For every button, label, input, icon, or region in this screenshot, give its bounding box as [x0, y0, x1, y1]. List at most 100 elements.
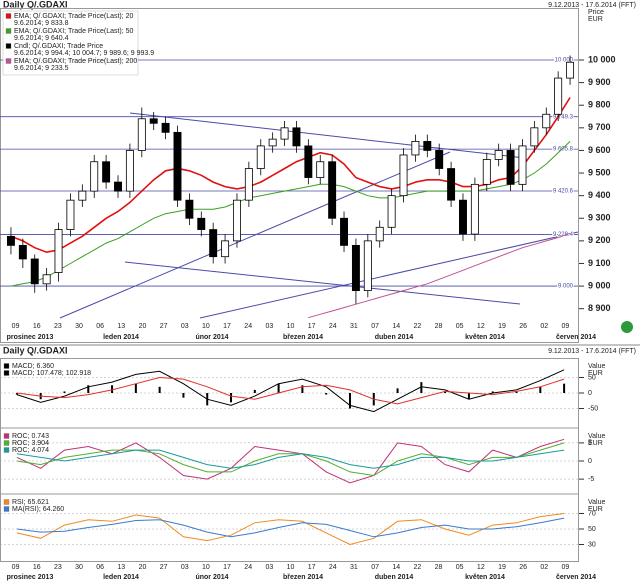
y-tick-label: 50 — [588, 526, 596, 533]
candle-body — [351, 244, 360, 292]
histogram-bar — [87, 385, 90, 393]
y-tick-label: 8 900 — [588, 303, 611, 313]
indicator-line — [16, 517, 565, 538]
legend-label: MACD; 6.360 — [12, 363, 54, 370]
candle-body — [304, 145, 313, 178]
x-tick-label: 28 — [435, 323, 443, 330]
scroll-icon[interactable] — [621, 321, 633, 333]
indicator-line — [16, 376, 565, 405]
legend-label: MACD; 107.478; 102.918 — [12, 370, 91, 377]
x-tick-label: 03 — [181, 323, 189, 330]
month-label: prosinec 2013 — [7, 334, 54, 341]
trend-line — [124, 261, 521, 305]
histogram-bar — [563, 383, 566, 393]
x-tick-label: 24 — [329, 564, 337, 571]
legend-detail: 9.6.2014; 9 233.5 — [14, 65, 69, 72]
x-tick-label: 24 — [329, 323, 337, 330]
axis-label: Value — [588, 363, 605, 370]
x-tick-label: 03 — [181, 564, 189, 571]
indicator-line — [16, 442, 565, 477]
panel-title: Daily Q/.GDAXI — [3, 345, 68, 355]
x-tick-label: 06 — [96, 564, 104, 571]
candle-body — [256, 145, 265, 169]
candle-body — [387, 195, 396, 228]
axis-label: Price — [588, 9, 604, 16]
level-label: 9 000 — [558, 284, 574, 290]
histogram-bar — [420, 382, 423, 393]
x-tick-label: 10 — [202, 323, 210, 330]
candle-body — [566, 61, 575, 79]
y-tick-label: 9 500 — [588, 167, 611, 177]
x-tick-label: 26 — [519, 323, 527, 330]
legend-detail: 9.6.2014; 9 833.8 — [14, 20, 69, 27]
y-tick-label: 9 700 — [588, 122, 611, 132]
y-tick-label: 50 — [588, 374, 596, 381]
month-label: duben 2014 — [375, 574, 414, 581]
level-label: 9 228.4 — [553, 232, 574, 238]
x-tick-label: 02 — [540, 323, 548, 330]
y-tick-label: 9 100 — [588, 258, 611, 268]
month-label: červen 2014 — [556, 574, 596, 581]
histogram-bar — [63, 391, 66, 393]
candle-body — [197, 217, 206, 230]
x-tick-label: 10 — [287, 323, 295, 330]
x-tick-label: 10 — [202, 564, 210, 571]
legend-swatch — [3, 447, 10, 453]
histogram-bar — [444, 391, 447, 393]
candle-body — [506, 150, 515, 185]
candle-body — [161, 122, 170, 133]
histogram-bar — [182, 393, 185, 398]
x-tick-label: 09 — [12, 564, 20, 571]
legend-label: RSI; 65.621 — [12, 499, 49, 506]
legend-label: EMA; Q/.GDAXI; Trade Price(Last); 50 — [14, 28, 134, 35]
x-tick-label: 05 — [456, 323, 464, 330]
x-tick-label: 17 — [223, 323, 231, 330]
month-label: květen 2014 — [465, 574, 505, 581]
x-tick-label: 17 — [223, 564, 231, 571]
x-tick-label: 06 — [96, 323, 104, 330]
legend-swatch — [3, 440, 10, 446]
chart-title: Daily Q/.GDAXI — [3, 0, 68, 9]
histogram-bar — [325, 393, 328, 395]
x-tick-label: 31 — [350, 564, 358, 571]
candle-body — [114, 181, 122, 192]
legend-swatch — [5, 58, 12, 64]
legend-swatch — [5, 28, 12, 34]
legend-box — [2, 10, 139, 76]
histogram-bar — [396, 388, 399, 393]
y-tick-label: 9 800 — [588, 100, 611, 110]
candle-body — [30, 258, 39, 285]
histogram-bar — [158, 386, 161, 393]
x-tick-label: 19 — [498, 323, 506, 330]
candle-body — [90, 161, 99, 192]
legend-swatch — [3, 363, 10, 369]
legend-swatch — [3, 499, 10, 505]
legend-swatch — [5, 13, 12, 19]
month-label: březen 2014 — [283, 574, 323, 581]
candle-body — [518, 145, 527, 185]
candle-body — [137, 118, 146, 151]
x-tick-label: 05 — [456, 564, 464, 571]
x-tick-label: 03 — [265, 323, 273, 330]
legend-detail: 9.6.2014; 9 640.4 — [14, 35, 69, 42]
candle-body — [209, 229, 218, 258]
x-tick-label: 09 — [12, 323, 20, 330]
x-tick-label: 10 — [287, 564, 295, 571]
month-label: březen 2014 — [283, 334, 323, 341]
candle-body — [42, 274, 51, 285]
x-tick-label: 13 — [117, 564, 125, 571]
legend-swatch — [3, 433, 10, 439]
x-tick-label: 27 — [160, 564, 168, 571]
legend-swatch — [3, 506, 10, 512]
candle-body — [185, 199, 194, 219]
indicator-line — [16, 449, 565, 469]
candle-body — [66, 199, 75, 230]
candle-body — [530, 127, 539, 147]
trend-line — [59, 151, 451, 319]
main-frame — [0, 8, 579, 343]
y-tick-label: 9 200 — [588, 235, 611, 245]
candle-body — [482, 159, 491, 185]
histogram-bar — [15, 393, 18, 395]
axis-label: Value — [588, 499, 605, 506]
x-tick-label: 23 — [54, 323, 62, 330]
